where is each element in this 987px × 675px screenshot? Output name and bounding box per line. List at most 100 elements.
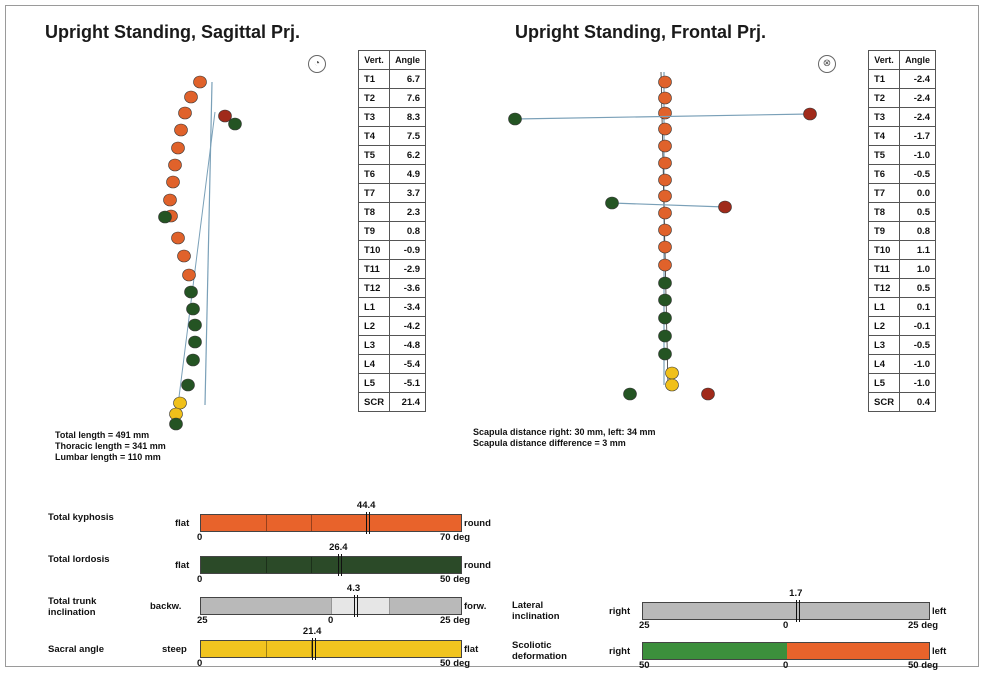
frontal-vertebra-marker — [658, 189, 672, 203]
gauge-value-kyphosis: 44.4 — [356, 500, 376, 511]
gauge-segment-right — [643, 643, 787, 659]
sagittal-vertebra-marker — [163, 193, 177, 207]
vertebra-cell: T12 — [867, 278, 901, 298]
thoracic-length: Thoracic length = 341 mm — [55, 441, 166, 451]
gauge-value-sacral: 21.4 — [302, 626, 322, 637]
vertebra-cell: L3 — [867, 335, 901, 355]
scapula-lower-left — [605, 196, 619, 210]
frontal-view-icon[interactable]: ⊗ — [818, 55, 836, 73]
gauge-max-trunk: 25 deg — [440, 615, 471, 626]
sagittal-vertebra-marker — [193, 75, 207, 89]
gauge-normal-range — [331, 598, 391, 614]
gauge-min-lordosis: 0 — [197, 574, 203, 585]
table-row: L3 -4.8 — [357, 335, 427, 355]
frontal-info: Scapula distance right: 30 mm, left: 34 … — [473, 427, 656, 449]
gauge-value-marker-lordosis — [338, 554, 340, 576]
gauge-left-label-trunk: backw. — [150, 601, 182, 612]
gauge-bar-kyphosis — [200, 514, 462, 532]
frontal-vertebra-marker — [658, 91, 672, 105]
frontal-vertebra-marker — [658, 311, 672, 325]
gauge-max-sacral: 50 deg — [440, 658, 471, 669]
gauge-value-marker-lordosis — [341, 554, 343, 576]
frontal-vertebra-marker — [658, 139, 672, 153]
frontal-vertebra-marker — [658, 276, 672, 290]
table-row: T9 0.8 — [867, 221, 937, 241]
sagittal-vertebra-marker — [166, 175, 180, 189]
gauge-value-marker-kyphosis — [366, 512, 368, 534]
table-row: T7 3.7 — [357, 183, 427, 203]
frontal-vertebra-marker — [658, 122, 672, 136]
gauge-min-trunk: 25 — [197, 615, 208, 626]
gauge-mid-lateral: 0 — [783, 620, 789, 631]
gauge-value-marker-trunk — [356, 595, 358, 617]
table-row: T9 0.8 — [357, 221, 427, 241]
table-row: L5 -1.0 — [867, 373, 937, 393]
gauge-left-label-lateral: right — [609, 606, 631, 617]
table-row: T1 -2.4 — [867, 69, 937, 89]
frontal-vertebra-marker — [658, 347, 672, 361]
sagittal-vertebra-marker — [178, 106, 192, 120]
gauge-right-label-lordosis: round — [464, 560, 491, 571]
reference-line — [177, 111, 216, 406]
gauge-max-lateral: 25 deg — [908, 620, 939, 631]
table-row: T3 8.3 — [357, 107, 427, 127]
frontal-vertebra-marker — [658, 75, 672, 89]
angle-cell: -2.4 — [899, 107, 937, 127]
table-row: L4 -1.0 — [867, 354, 937, 374]
sagittal-title: Upright Standing, Sagittal Prj. — [45, 22, 301, 42]
gauge-max-scoliotic: 50 deg — [908, 660, 939, 671]
gauge-segment-left — [787, 643, 929, 659]
frontal-vertebra-marker — [658, 223, 672, 237]
gauge-right-label-trunk: forw. — [464, 601, 487, 612]
sagittal-vertebra-marker — [171, 141, 185, 155]
gauge-right-label-kyphosis: round — [464, 518, 491, 529]
sagittal-info: Total length = 491 mm Thoracic length = … — [55, 430, 166, 463]
gauge-value-marker-sacral — [312, 638, 314, 660]
sagittal-view-icon[interactable]: ◔ — [308, 55, 326, 73]
table-row: T10 -0.9 — [357, 240, 427, 260]
scapula-upper-left — [508, 112, 522, 126]
angle-cell: 21.4 — [389, 392, 427, 412]
gauge-value-marker-kyphosis — [369, 512, 371, 534]
scapula-upper-right — [803, 107, 817, 121]
vertebra-cell: SCR — [867, 392, 901, 412]
table-row: T3 -2.4 — [867, 107, 937, 127]
gauge-max-lordosis: 50 deg — [440, 574, 471, 585]
vertebra-cell: SCR — [357, 392, 391, 412]
angle-cell: 0.4 — [899, 392, 937, 412]
sagittal-vertebra-marker — [181, 378, 195, 392]
gauge-value-marker-trunk — [353, 595, 355, 617]
gauge-label-scoliotic: Scoliotic deformation — [512, 640, 567, 662]
lumbar-length: Lumbar length = 110 mm — [55, 452, 161, 462]
gauge-min-sacral: 0 — [197, 658, 203, 669]
sagittal-vertebra-marker — [184, 90, 198, 104]
gauge-min-lateral: 25 — [639, 620, 650, 631]
sagittal-vertebra-marker — [182, 268, 196, 282]
table-row: T6 4.9 — [357, 164, 427, 184]
frontal-vertebra-marker — [658, 258, 672, 272]
gauge-value-trunk: 4.3 — [346, 583, 361, 594]
gauge-bar-lordosis — [200, 556, 462, 574]
angle-cell: -0.9 — [389, 240, 427, 260]
scapula-marker-right — [218, 109, 232, 123]
gauge-label-lordosis: Total lordosis — [48, 554, 110, 565]
sagittal-vertebra-marker — [168, 158, 182, 172]
angle-cell: 3.7 — [389, 183, 427, 203]
angle-cell: -2.4 — [899, 69, 937, 89]
frontal-vertebra-marker — [658, 173, 672, 187]
sagittal-vertebra-marker — [177, 249, 191, 263]
gauge-min-kyphosis: 0 — [197, 532, 203, 543]
gauge-min-scoliotic: 50 — [639, 660, 650, 671]
table-row: T4 7.5 — [357, 126, 427, 146]
pelvis-right-marker — [701, 387, 715, 401]
frontal-vertebra-marker — [658, 293, 672, 307]
gauge-mid-trunk: 0 — [328, 615, 334, 626]
frontal-vertebra-marker — [658, 156, 672, 170]
gauge-left-label-kyphosis: flat — [175, 518, 190, 529]
scapula-line-upper — [514, 113, 811, 120]
angle-cell: 7.5 — [389, 126, 427, 146]
sagittal-vertebra-marker — [174, 123, 188, 137]
sacrum-marker — [665, 366, 679, 380]
sagittal-vertebra-marker — [188, 318, 202, 332]
